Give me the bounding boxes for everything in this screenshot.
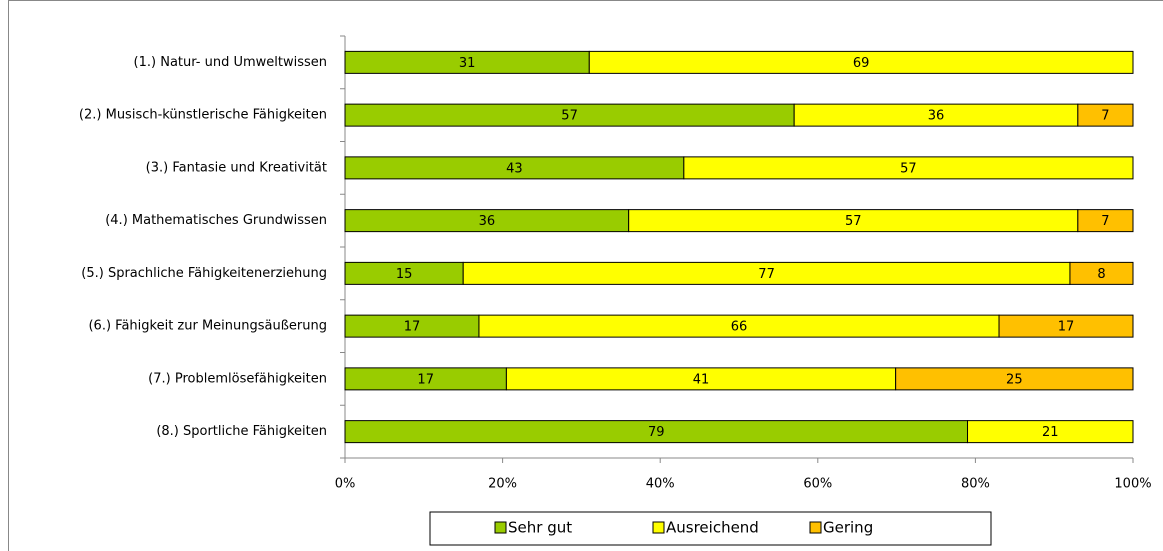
bar-segment (998, 314, 1134, 338)
bar-segment (683, 156, 1134, 180)
x-tick-label: 0% (335, 477, 356, 492)
y-tick-label: (5.) Sprachliche Fähigkeitenerziehung (81, 266, 327, 281)
x-tick-label: 100% (1114, 477, 1151, 492)
y-tick-label: (2.) Musisch-künstlerische Fähigkeiten (79, 108, 327, 123)
legend-swatch (652, 521, 665, 534)
data-label: 31 (459, 56, 476, 71)
data-label: 57 (900, 161, 917, 176)
data-label: 17 (404, 320, 421, 335)
data-label: 43 (506, 161, 523, 176)
data-label: 57 (845, 214, 862, 229)
y-tick-label: (1.) Natur- und Umweltwissen (134, 55, 327, 70)
bar-segment (588, 50, 1134, 74)
data-label: 77 (758, 267, 775, 282)
data-label: 8 (1097, 267, 1105, 282)
data-label: 15 (396, 267, 413, 282)
data-label: 17 (417, 372, 434, 387)
data-label: 66 (731, 320, 748, 335)
data-label: 7 (1101, 214, 1109, 229)
legend-box (429, 511, 992, 546)
data-label: 79 (648, 425, 665, 440)
data-label: 7 (1101, 109, 1109, 124)
y-tick-label: (4.) Mathematisches Grundwissen (105, 213, 327, 228)
data-label: 25 (1006, 372, 1023, 387)
bar-segment (1077, 209, 1134, 233)
y-tick-label: (6.) Fähigkeit zur Meinungsäußerung (88, 319, 327, 334)
data-label: 36 (928, 109, 945, 124)
data-label: 21 (1042, 425, 1059, 440)
legend-swatch (809, 521, 822, 534)
bar-segment (895, 367, 1134, 391)
x-tick-label: 60% (803, 477, 832, 492)
legend-swatch (494, 521, 507, 534)
bar-segment (967, 420, 1134, 444)
y-tick-label: (8.) Sportliche Fähigkeiten (156, 424, 327, 439)
legend-label: Ausreichend (666, 519, 759, 537)
x-tick-label: 20% (488, 477, 517, 492)
y-tick-label: (3.) Fantasie und Kreativität (146, 160, 327, 175)
bar-segment (1077, 103, 1134, 127)
y-tick-label: (7.) Problemlösefähigkeiten (148, 371, 327, 386)
data-label: 69 (853, 56, 870, 71)
x-tick-label: 40% (646, 477, 675, 492)
data-label: 41 (693, 372, 710, 387)
bar-segment (1069, 261, 1134, 285)
data-label: 36 (479, 214, 496, 229)
legend-label: Gering (823, 519, 873, 537)
legend-label: Sehr gut (508, 519, 572, 537)
data-label: 57 (561, 109, 578, 124)
data-label: 17 (1058, 320, 1075, 335)
x-tick-label: 80% (961, 477, 990, 492)
